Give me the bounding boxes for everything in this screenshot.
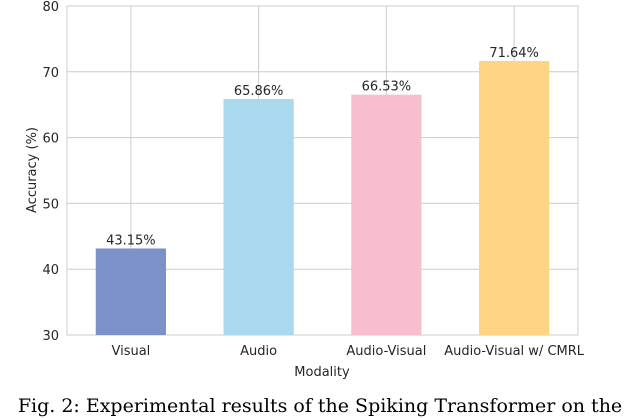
bars xyxy=(95,61,550,336)
x-axis-label: Modality xyxy=(294,365,350,380)
bar-audio-visual-w-cmrl xyxy=(478,61,550,336)
bar-value-label: 43.15% xyxy=(106,233,156,248)
y-tick-label: 30 xyxy=(42,329,59,344)
y-axis-label: Accuracy (%) xyxy=(25,127,40,213)
y-tick-label: 80 xyxy=(42,0,59,15)
y-axis-ticks: 30 40 50 60 70 80 xyxy=(42,0,59,344)
bar-visual xyxy=(95,248,167,335)
bar-audio xyxy=(223,99,294,335)
figure-caption: Fig. 2: Experimental results of the Spik… xyxy=(17,395,623,417)
plot-area-frame xyxy=(66,5,579,336)
x-tick-label: Audio-Visual w/ CMRL xyxy=(444,344,585,359)
bar-value-label: 65.86% xyxy=(234,84,284,99)
y-tick-label: 40 xyxy=(42,263,59,278)
bar-value-label: 66.53% xyxy=(362,80,412,95)
y-tick-label: 60 xyxy=(42,132,59,147)
bar-audio-visual xyxy=(351,94,422,335)
x-axis-ticks: Visual Audio Audio-Visual Audio-Visual w/ C… xyxy=(111,344,584,359)
bar-value-labels: 43.15% 65.86% 66.53% 71.64% xyxy=(106,46,539,248)
y-tick-label: 70 xyxy=(42,66,59,81)
x-tick-label: Audio-Visual xyxy=(346,344,426,359)
y-tick-label: 50 xyxy=(42,197,59,212)
bar-value-label: 71.64% xyxy=(489,46,539,61)
x-tick-label: Visual xyxy=(111,344,150,359)
x-tick-label: Audio xyxy=(240,344,277,359)
